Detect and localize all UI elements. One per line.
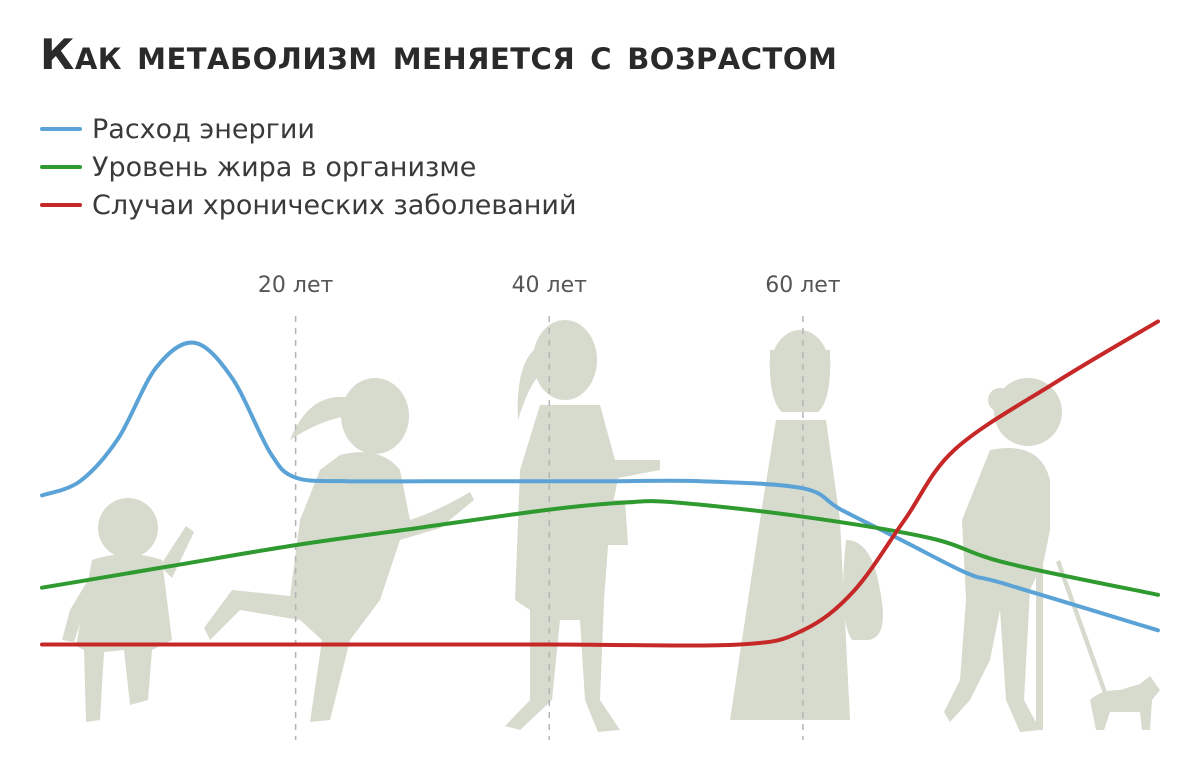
elderly-silhouette-icon <box>944 378 1160 732</box>
child-silhouette-icon <box>62 498 194 722</box>
x-tick-label-2: 60 лет <box>765 273 841 298</box>
chart-title: Как метаболизм меняется с возрастом <box>40 30 838 79</box>
x-tick-label-1: 40 лет <box>512 273 588 298</box>
legend-item-energy: Расход энергии <box>40 110 577 148</box>
teen-silhouette-icon <box>204 378 474 722</box>
legend-item-disease: Случаи хронических заболеваний <box>40 186 577 224</box>
age-tick-labels: 20 лет 40 лет 60 лет <box>258 273 841 298</box>
body-fat-line <box>40 499 1160 597</box>
legend-swatch-fat <box>40 165 82 169</box>
legend-item-fat: Уровень жира в организме <box>40 148 577 186</box>
legend-swatch-disease <box>40 203 82 207</box>
energy-expenditure-line <box>40 340 1160 633</box>
age-gridlines <box>294 316 804 740</box>
chronic-disease-line <box>40 319 1160 648</box>
series-lines <box>40 319 1160 648</box>
legend-swatch-energy <box>40 127 82 131</box>
legend-label-disease: Случаи хронических заболеваний <box>92 189 577 221</box>
legend-label-fat: Уровень жира в организме <box>92 151 477 183</box>
x-tick-label-0: 20 лет <box>258 273 334 298</box>
age-silhouettes <box>62 320 1160 732</box>
adult-silhouette-icon <box>505 320 660 732</box>
legend: Расход энергии Уровень жира в организме … <box>40 110 577 224</box>
legend-label-energy: Расход энергии <box>92 113 315 145</box>
